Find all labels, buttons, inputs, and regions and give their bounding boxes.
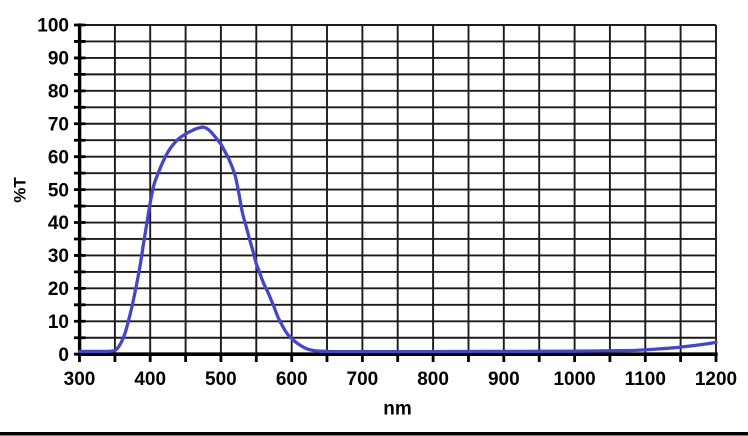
svg-text:1000: 1000 — [553, 369, 595, 390]
svg-text:900: 900 — [488, 369, 520, 390]
svg-text:80: 80 — [48, 82, 69, 103]
svg-text:800: 800 — [417, 369, 449, 390]
svg-text:400: 400 — [134, 369, 166, 390]
svg-text:90: 90 — [48, 49, 69, 70]
svg-text:0: 0 — [58, 345, 69, 366]
svg-text:30: 30 — [48, 246, 69, 267]
svg-text:20: 20 — [48, 279, 69, 300]
svg-text:70: 70 — [48, 115, 69, 136]
svg-text:1200: 1200 — [695, 369, 737, 390]
svg-text:nm: nm — [383, 398, 412, 419]
svg-text:50: 50 — [48, 180, 69, 201]
svg-text:60: 60 — [48, 147, 69, 168]
svg-text:1100: 1100 — [625, 369, 666, 390]
svg-text:10: 10 — [48, 312, 69, 333]
svg-text:500: 500 — [205, 369, 237, 390]
svg-text:600: 600 — [276, 369, 308, 390]
svg-text:%T: %T — [11, 177, 30, 203]
svg-text:40: 40 — [48, 213, 69, 234]
svg-text:700: 700 — [347, 369, 379, 390]
svg-text:300: 300 — [64, 369, 96, 390]
svg-text:100: 100 — [37, 16, 69, 37]
